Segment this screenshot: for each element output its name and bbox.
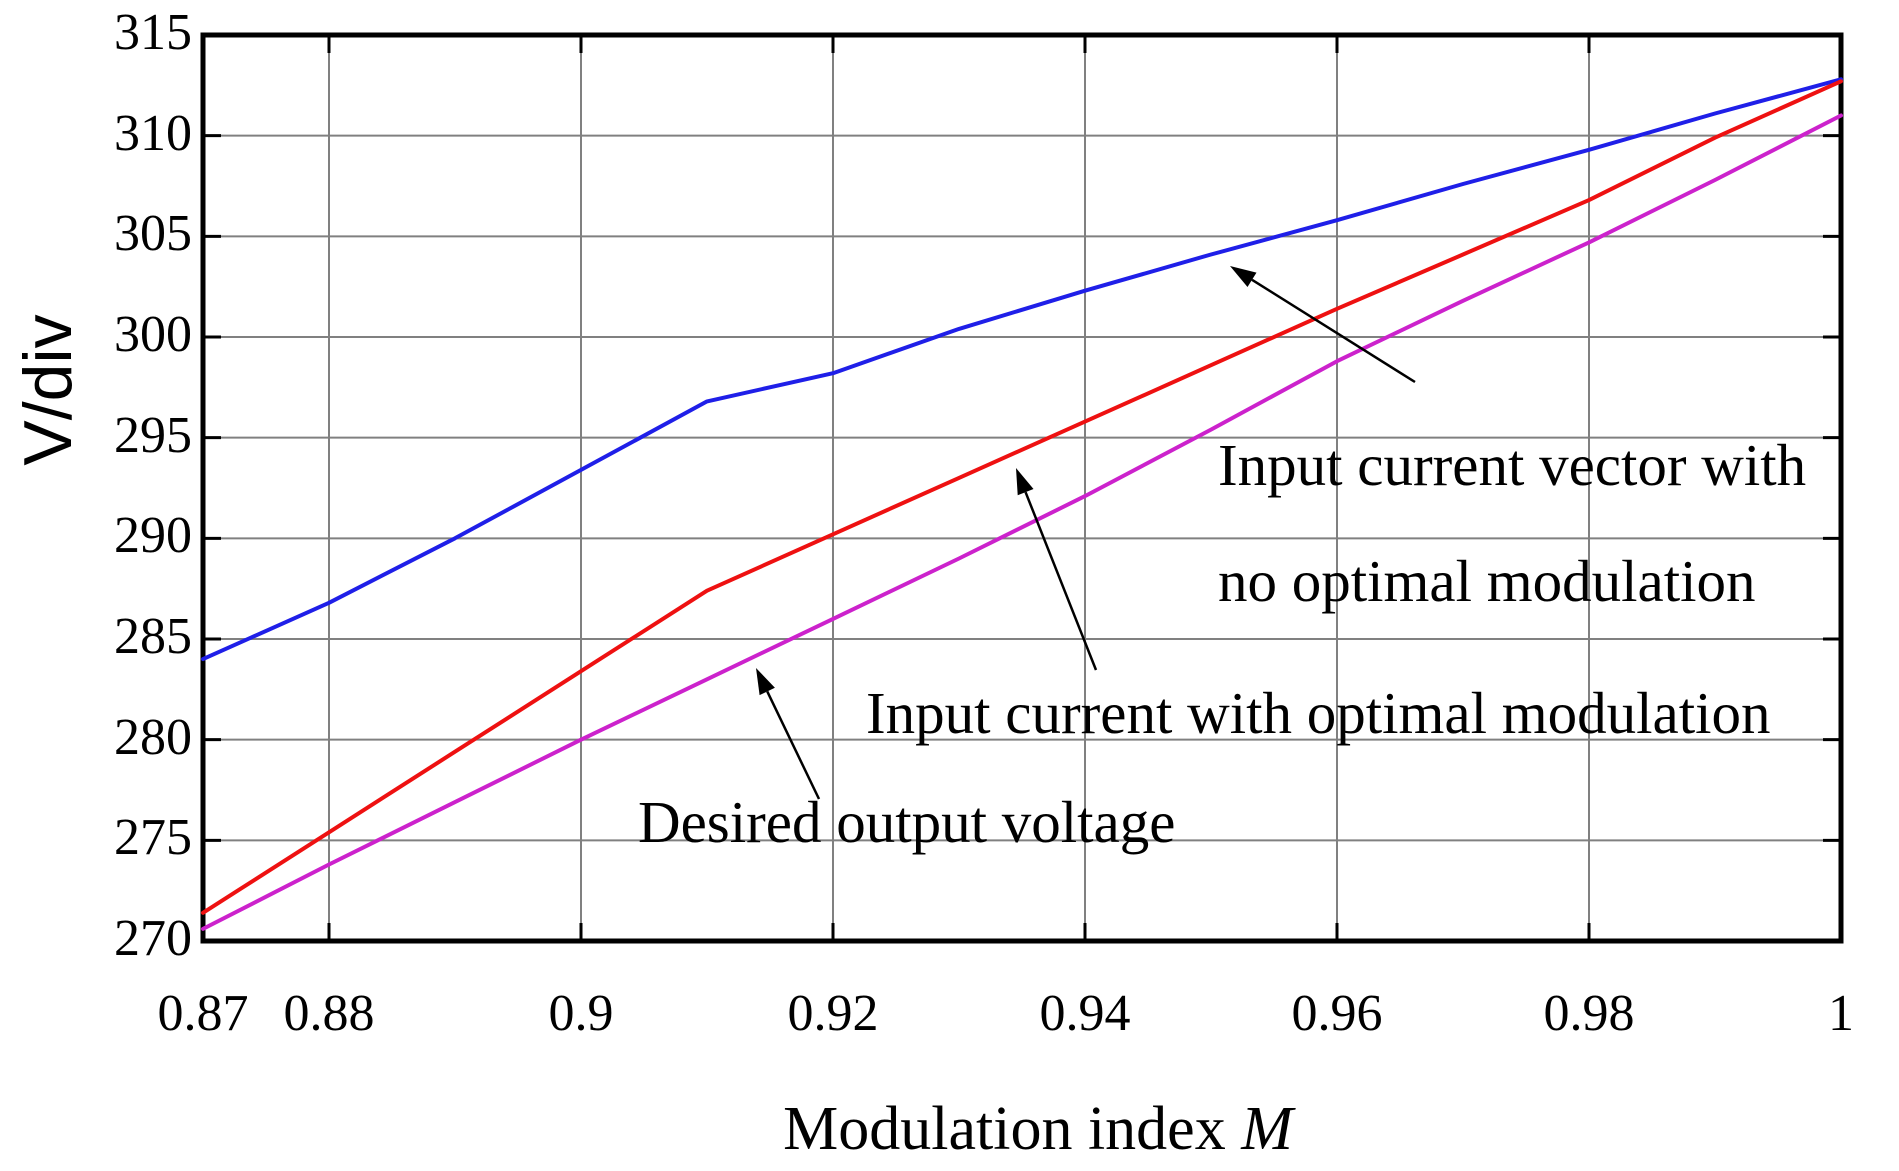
series-line-0 (201, 77, 1843, 662)
x-tick-label: 1 (1828, 985, 1854, 1042)
x-tick-label: 0.88 (283, 985, 375, 1042)
x-tick-label: 0.9 (548, 985, 614, 1042)
annotation-arrowhead (1230, 266, 1257, 287)
annotation-arrow-line (1024, 491, 1098, 671)
series-line-2 (201, 113, 1843, 931)
x-tick-label: 0.98 (1543, 985, 1635, 1042)
annotation-text-no-optimal: Input current vector with (1218, 432, 1807, 498)
y-tick-label: 275 (114, 809, 192, 867)
y-tick-label: 300 (114, 305, 192, 363)
x-axis-title-symbol: M (1241, 1095, 1293, 1163)
annotation-arrowhead (1016, 468, 1034, 496)
annotation-text-no-optimal: no optimal modulation (1218, 548, 1756, 614)
y-tick-label: 305 (114, 205, 192, 263)
x-tick-label: 0.96 (1291, 985, 1383, 1042)
y-tick-label: 310 (114, 104, 192, 162)
y-tick-label: 285 (114, 607, 192, 665)
axes-border (200, 32, 1844, 944)
x-axis-title: Modulation index M (783, 1094, 1293, 1165)
annotation-arrow-line (766, 690, 821, 800)
x-tick-label: 0.94 (1039, 985, 1131, 1042)
x-axis-title-text: Modulation index (783, 1095, 1242, 1163)
annotation-arrowhead (756, 668, 775, 696)
y-tick-label: 315 (114, 3, 192, 61)
series-line-1 (201, 79, 1843, 915)
y-tick-label: 270 (114, 909, 192, 967)
annotation-text-desired: Desired output voltage (638, 789, 1176, 855)
y-tick-label: 295 (114, 406, 192, 464)
x-tick-label: 0.87 (157, 985, 249, 1042)
x-tick-label: 0.92 (787, 985, 879, 1042)
annotation-arrow-line (1251, 278, 1416, 384)
y-axis-title: V/div (10, 314, 86, 466)
y-tick-label: 290 (114, 507, 192, 565)
annotation-text-optimal: Input current with optimal modulation (866, 680, 1771, 746)
y-tick-label: 280 (114, 708, 192, 766)
